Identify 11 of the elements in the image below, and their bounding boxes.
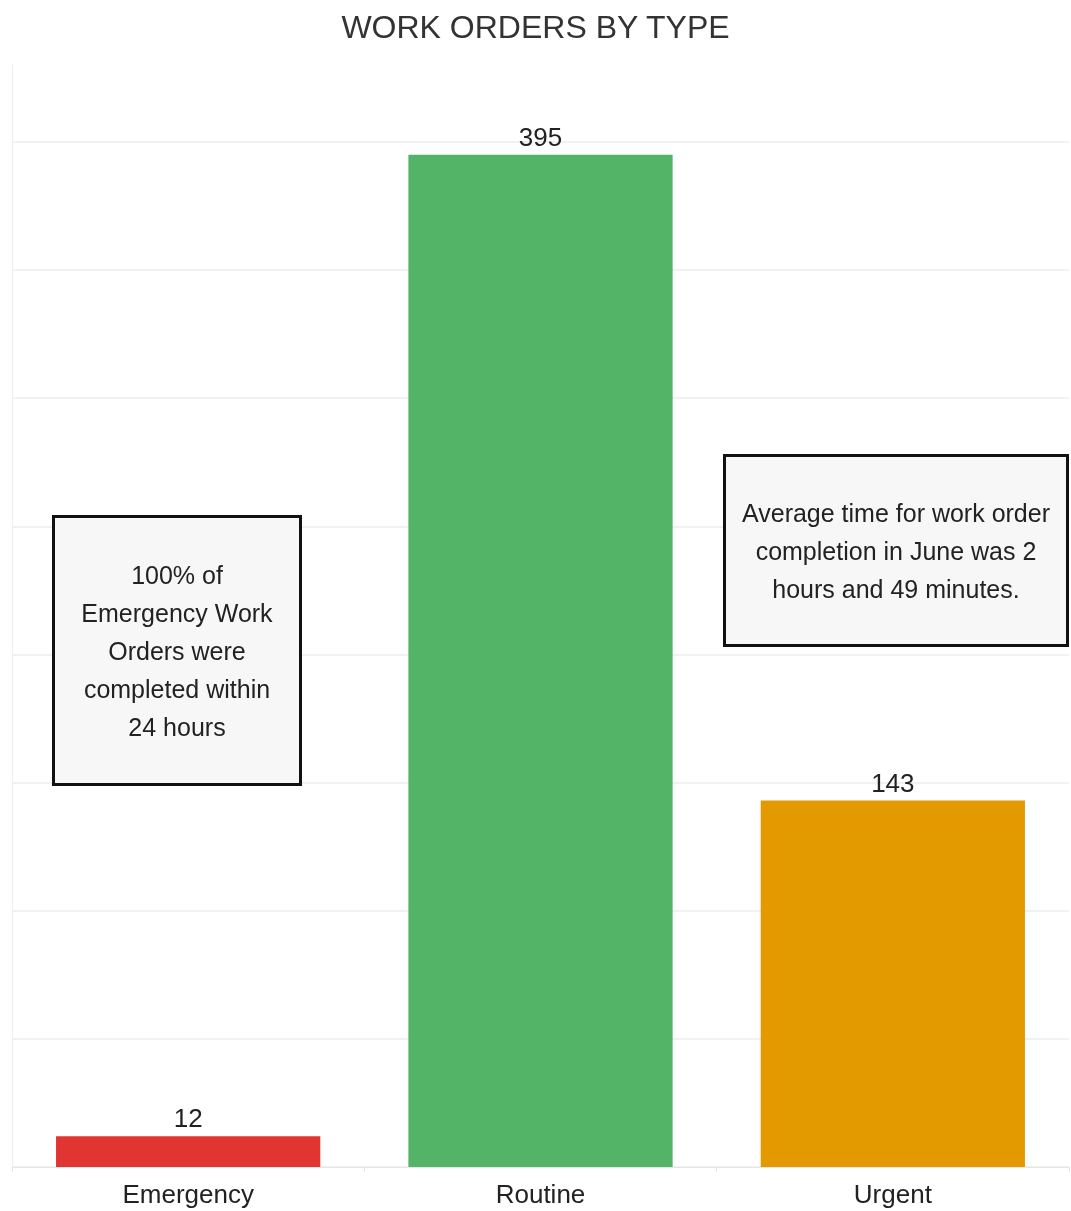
annotation: Average time for work order completion in June was 2 hours and 49 minutes. [741,497,1051,605]
data-label: 143 [871,767,915,798]
note-box: 100% of Emergency Work Orders were completed within 24 hours [52,515,302,786]
x-tick-label: Emergency [122,1179,254,1209]
note-box: Average time for work order completion in June was 2 hours and 49 minutes. [723,454,1069,647]
annotation: 100% of Emergency Work Orders were completed within 24 hours [80,559,274,743]
x-tick-label: Urgent [853,1179,933,1209]
data-label: 12 [173,1103,203,1134]
data-label: 395 [518,121,563,152]
chart-title: WORK ORDERS BY TYPE [341,9,730,45]
x-tick-label: Routine [495,1179,586,1209]
